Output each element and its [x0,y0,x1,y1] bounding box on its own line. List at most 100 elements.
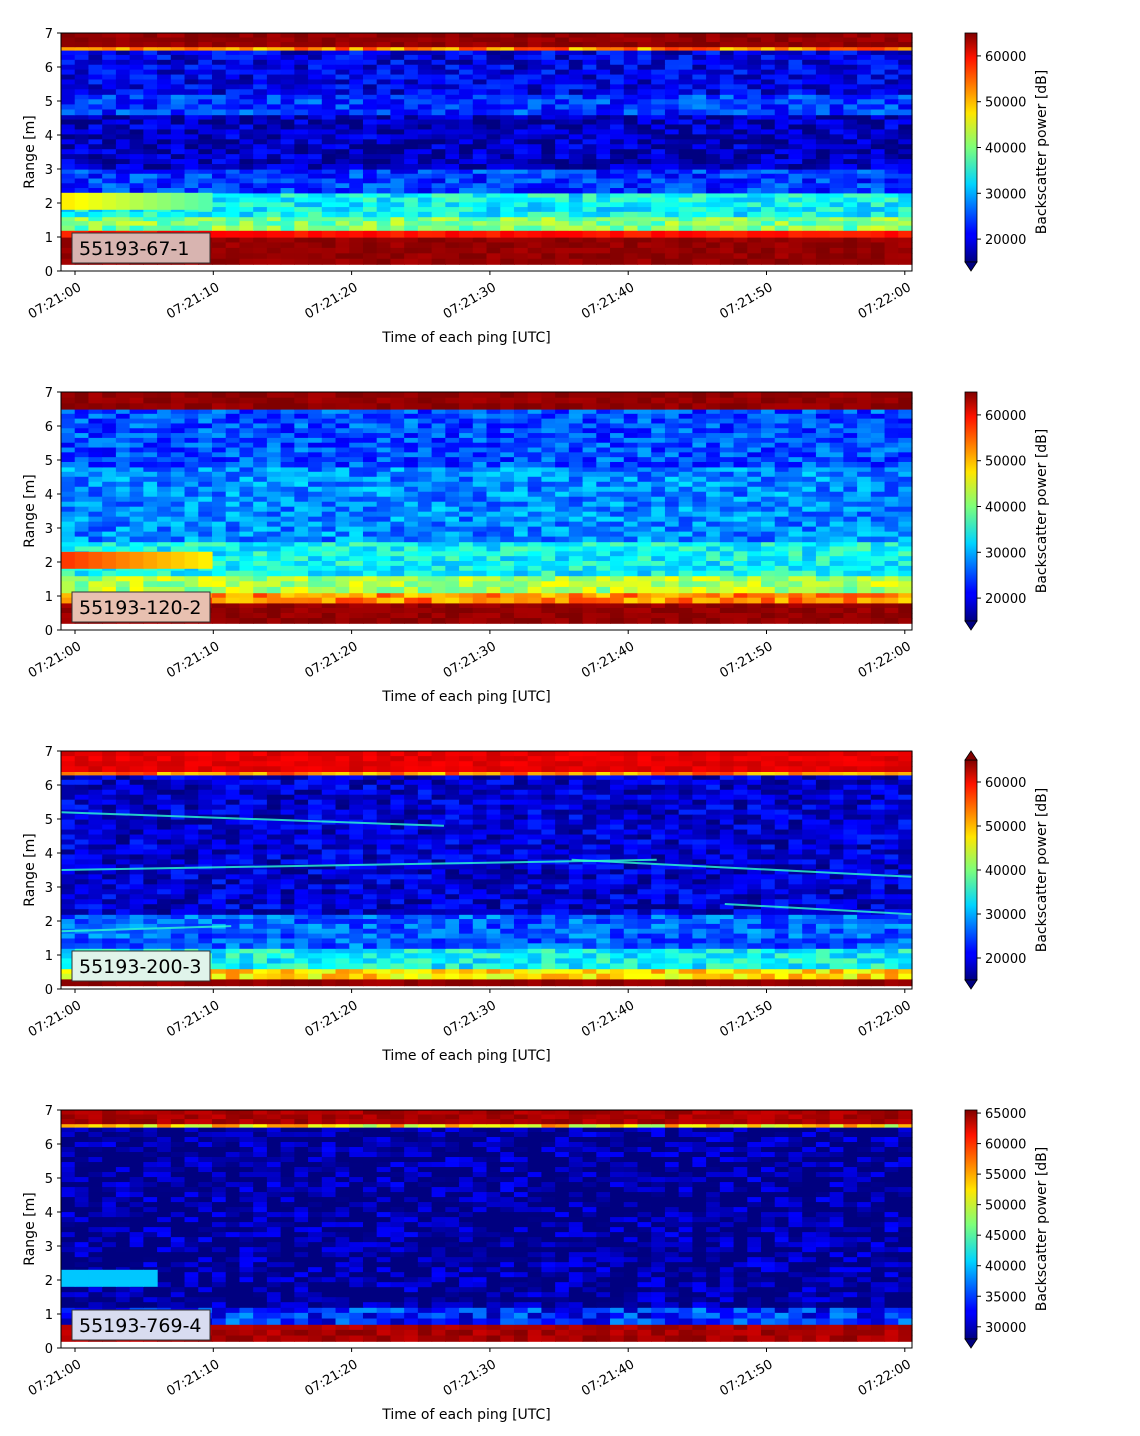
heatmap-cell [678,597,693,604]
heatmap-cell [266,541,282,548]
heatmap-cell [417,94,433,100]
heatmap-cell [637,409,652,415]
heatmap-cell [225,565,241,572]
heatmap-cell [623,471,639,478]
heatmap-cell [719,496,735,503]
heatmap-cell [829,521,844,528]
heatmap-cell [74,59,90,66]
heatmap-cell [788,221,803,227]
heatmap-cell [870,54,886,61]
heatmap-cell [280,221,295,227]
heatmap-cell [541,607,556,614]
heatmap-cell [239,197,254,203]
heatmap-cell [719,33,735,39]
heatmap-cell [321,511,337,518]
heatmap-cell [815,37,831,43]
heatmap-cell [815,466,831,473]
heatmap-cell [459,491,474,498]
heatmap-cell [294,602,309,609]
heatmap-cell [74,64,90,71]
heatmap-cell [184,225,199,231]
heatmap-cell [788,144,803,150]
heatmap-cell [294,211,309,218]
heatmap-cell [280,592,295,599]
heatmap-cell [280,409,295,415]
heatmap-cell [527,253,543,260]
heatmap-cell [500,79,515,85]
heatmap-cell [582,79,597,85]
heatmap-cell [815,541,831,548]
heatmap-cell [225,89,241,95]
heatmap-cell [706,50,721,56]
heatmap-cell [500,570,515,577]
heatmap-cell [582,586,597,594]
heatmap-cell [706,89,721,95]
heatmap-cell [445,109,460,116]
heatmap-cell [459,501,474,508]
heatmap-cell [239,173,254,180]
heatmap-cell [266,173,282,180]
heatmap-cell [747,551,762,557]
heatmap-cell [61,221,76,227]
heatmap-cell [459,225,474,231]
heatmap-cell [774,33,790,39]
heatmap-cell [431,69,446,76]
heatmap-cell [884,506,899,513]
heatmap-cell [376,211,392,218]
heatmap-cell [747,129,762,135]
heatmap-cell [802,188,817,194]
heatmap-cell [733,197,748,203]
heatmap-cell [692,242,707,249]
heatmap-cell [706,124,721,131]
heatmap-cell [541,501,556,508]
heatmap-cell [390,197,405,203]
heatmap-cell [184,74,199,81]
heatmap-cell [582,541,597,548]
heatmap-cell [102,159,117,165]
heatmap-cell [610,50,625,56]
heatmap-cell [253,225,268,231]
heatmap-cell [884,581,899,588]
heatmap-cell [431,551,446,557]
heatmap-cell [582,521,597,528]
heatmap-cell [610,54,625,61]
heatmap-cell [431,565,446,572]
heatmap-cell [294,33,309,39]
heatmap-cell [335,84,350,90]
heatmap-cell [170,521,186,528]
heatmap-cell [308,501,323,508]
heatmap-cell [321,33,337,39]
heatmap-cell [445,225,460,231]
heatmap-cell [500,94,515,100]
heatmap-cell [596,511,611,518]
heatmap-cell [362,129,378,135]
heatmap-cell [541,551,556,557]
heatmap-cell [253,230,268,238]
heatmap-cell [788,597,803,604]
heatmap-cell [513,139,529,145]
heatmap-cell [761,33,776,39]
heatmap-cell [321,64,337,71]
heatmap-cell [582,237,597,244]
heatmap-cell [280,506,295,513]
heatmap-cell [568,178,584,184]
heatmap-cell [610,526,625,533]
heatmap-cell [198,476,213,483]
heatmap-cell [445,173,460,180]
heatmap-cell [513,37,529,43]
heatmap-cell [253,471,268,478]
heatmap-cell [610,476,625,483]
heatmap-cell [376,104,392,111]
heatmap-cell [459,192,474,199]
heatmap-cell [610,575,625,582]
heatmap-cell [486,124,501,131]
heatmap-cell [88,104,103,111]
heatmap-cell [788,69,803,76]
heatmap-cell [253,33,268,39]
heatmap-cell [157,129,172,135]
heatmap-cell [294,129,309,135]
heatmap-cell [513,211,529,218]
heatmap-cell [198,164,213,170]
heatmap-cell [486,618,501,624]
heatmap-cell [170,481,186,488]
